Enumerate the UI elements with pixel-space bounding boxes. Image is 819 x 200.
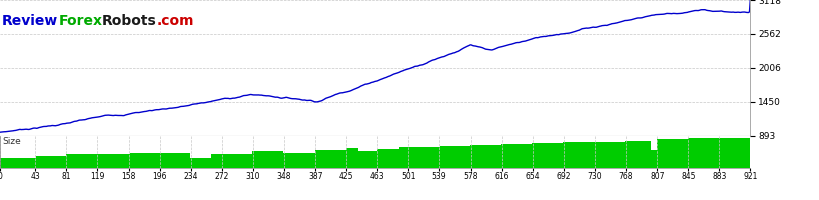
Text: Review: Review	[2, 14, 58, 28]
Text: Robots: Robots	[102, 14, 156, 28]
Text: Size: Size	[2, 137, 21, 146]
Text: .com: .com	[156, 14, 194, 28]
Text: Forex: Forex	[58, 14, 102, 28]
